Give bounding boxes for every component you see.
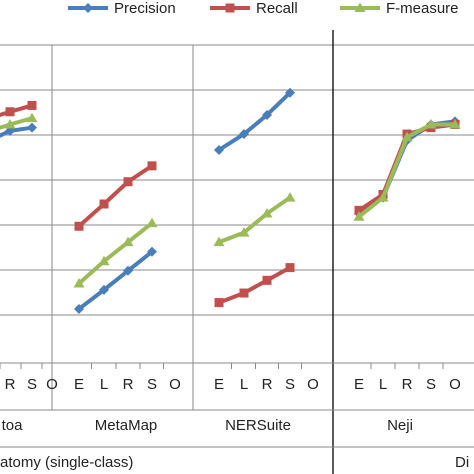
legend-label: Precision — [114, 0, 176, 17]
f-measure-line — [77, 221, 154, 286]
recall-point — [5, 107, 15, 117]
precision-point — [27, 122, 37, 133]
f-measure-point — [146, 217, 158, 228]
f-measure-point — [238, 227, 250, 237]
grid — [0, 44, 474, 364]
recall-point — [239, 288, 249, 298]
recall-point — [123, 177, 133, 187]
precision-point — [147, 246, 157, 257]
recall-point — [262, 275, 272, 285]
f-measure-point — [73, 278, 85, 288]
x-tick-label: R — [123, 376, 134, 393]
x-tick-label: R — [5, 376, 16, 393]
precision-point — [214, 144, 224, 155]
f-measure-point — [98, 255, 110, 266]
legend-item: Precision — [68, 0, 176, 17]
x-tick-label: S — [147, 376, 157, 393]
x-tick-label: O — [449, 376, 461, 393]
recall-line — [0, 103, 34, 118]
recall-line — [77, 163, 154, 229]
f-measure-point — [401, 131, 413, 142]
x-tick-label: E — [74, 376, 84, 393]
precision-point — [123, 265, 133, 276]
f-measure-point — [284, 192, 296, 202]
recall-point — [214, 298, 224, 308]
legend-marker — [83, 3, 93, 13]
precision-line — [77, 249, 154, 311]
x-tick-label: S — [285, 376, 295, 393]
recall-point — [147, 161, 157, 171]
x-tick-label: R — [402, 376, 413, 393]
panel-0-series — [0, 100, 38, 138]
f-measure-point — [4, 119, 16, 129]
recall-point — [285, 263, 295, 273]
panel-separators — [0, 30, 474, 474]
f-measure-point — [377, 192, 389, 202]
legend-label: Recall — [256, 0, 298, 17]
precision-point — [262, 109, 272, 120]
f-measure-point — [213, 236, 225, 247]
precision-point — [74, 303, 84, 314]
f-measure-point — [449, 119, 461, 129]
x-tick-label: L — [100, 376, 108, 393]
x-tick-label: O — [307, 376, 319, 393]
group-label: atomy (single-class) — [0, 454, 133, 471]
f-measure-point — [261, 208, 273, 218]
x-tick-label: L — [240, 376, 248, 393]
panel-label: toa — [2, 417, 24, 434]
panel-label: NERSuite — [225, 417, 291, 434]
panel-label: MetaMap — [95, 417, 158, 434]
legend-marker — [354, 2, 366, 12]
precision-point — [285, 87, 295, 98]
panel-labels: toa MetaMap NERSuite Neji — [2, 417, 413, 434]
group-labels: atomy (single-class) Di — [0, 454, 469, 471]
x-tick-label: E — [214, 376, 224, 393]
precision-point — [99, 284, 109, 295]
panel-3-series — [353, 116, 461, 221]
x-tick-label: E — [354, 376, 364, 393]
precision-line — [217, 90, 292, 152]
f-measure-point — [425, 119, 437, 129]
legend-item: Recall — [210, 0, 298, 17]
recall-point — [74, 221, 84, 231]
x-tick-label: L — [379, 376, 387, 393]
panel-label: Neji — [387, 417, 413, 434]
x-tick-label: O — [46, 376, 58, 393]
x-tick-label: S — [426, 376, 436, 393]
f-measure-point — [26, 112, 38, 123]
legend: Precision Recall F-measure — [68, 0, 459, 17]
recall-point — [354, 205, 364, 215]
f-measure-line — [217, 195, 292, 245]
f-measure-point — [353, 211, 365, 221]
f-measure-point — [122, 236, 134, 247]
recall-line — [217, 265, 292, 305]
panel-1-series — [73, 161, 158, 314]
recall-point — [99, 199, 109, 209]
x-tick-label: R — [262, 376, 273, 393]
recall-point — [27, 100, 37, 110]
x-tick-label: S — [27, 376, 37, 393]
legend-label: F-measure — [386, 0, 459, 17]
legend-marker — [225, 3, 235, 13]
series-lines — [0, 87, 461, 314]
precision-line — [0, 125, 34, 138]
legend-item: F-measure — [340, 0, 459, 17]
panel-2-series — [213, 87, 296, 308]
group-label: Di — [455, 454, 469, 471]
precision-point — [239, 129, 249, 140]
x-tick-label: O — [169, 376, 181, 393]
x-tick-labels: LRSOELRSOELRSOELRSO — [0, 363, 461, 393]
f-measure-line — [0, 116, 34, 130]
